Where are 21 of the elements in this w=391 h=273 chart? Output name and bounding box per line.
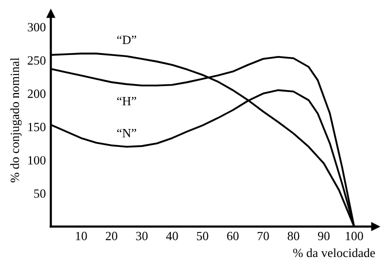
x-tick-label: 50 (196, 232, 208, 240)
y-tick-label: 100 (28, 156, 46, 165)
x-tick-label: 80 (288, 232, 300, 240)
x-tick-label: 70 (258, 232, 269, 240)
y-tick-label: 150 (28, 122, 46, 132)
y-tick-label: 250 (28, 56, 46, 65)
y-tick-label: 50 (34, 189, 46, 198)
y-axis-title: % do conjugado nominal (10, 58, 22, 182)
x-tick-label: 90 (318, 232, 330, 240)
y-tick-label: 200 (28, 90, 46, 98)
series-label: “N” (117, 128, 136, 138)
x-tick-label: 30 (136, 232, 148, 240)
x-axis-title: % da velocidade (293, 248, 375, 258)
x-tick-label: 10 (76, 232, 87, 240)
y-tick-label: 300 (28, 22, 46, 32)
x-tick-label: 100 (346, 232, 364, 240)
x-tick-label: 20 (106, 232, 118, 240)
x-tick-label: 40 (166, 232, 178, 240)
series-label: “H” (117, 96, 136, 106)
series-label: “D” (117, 36, 136, 44)
x-tick-label: 60 (227, 232, 239, 240)
